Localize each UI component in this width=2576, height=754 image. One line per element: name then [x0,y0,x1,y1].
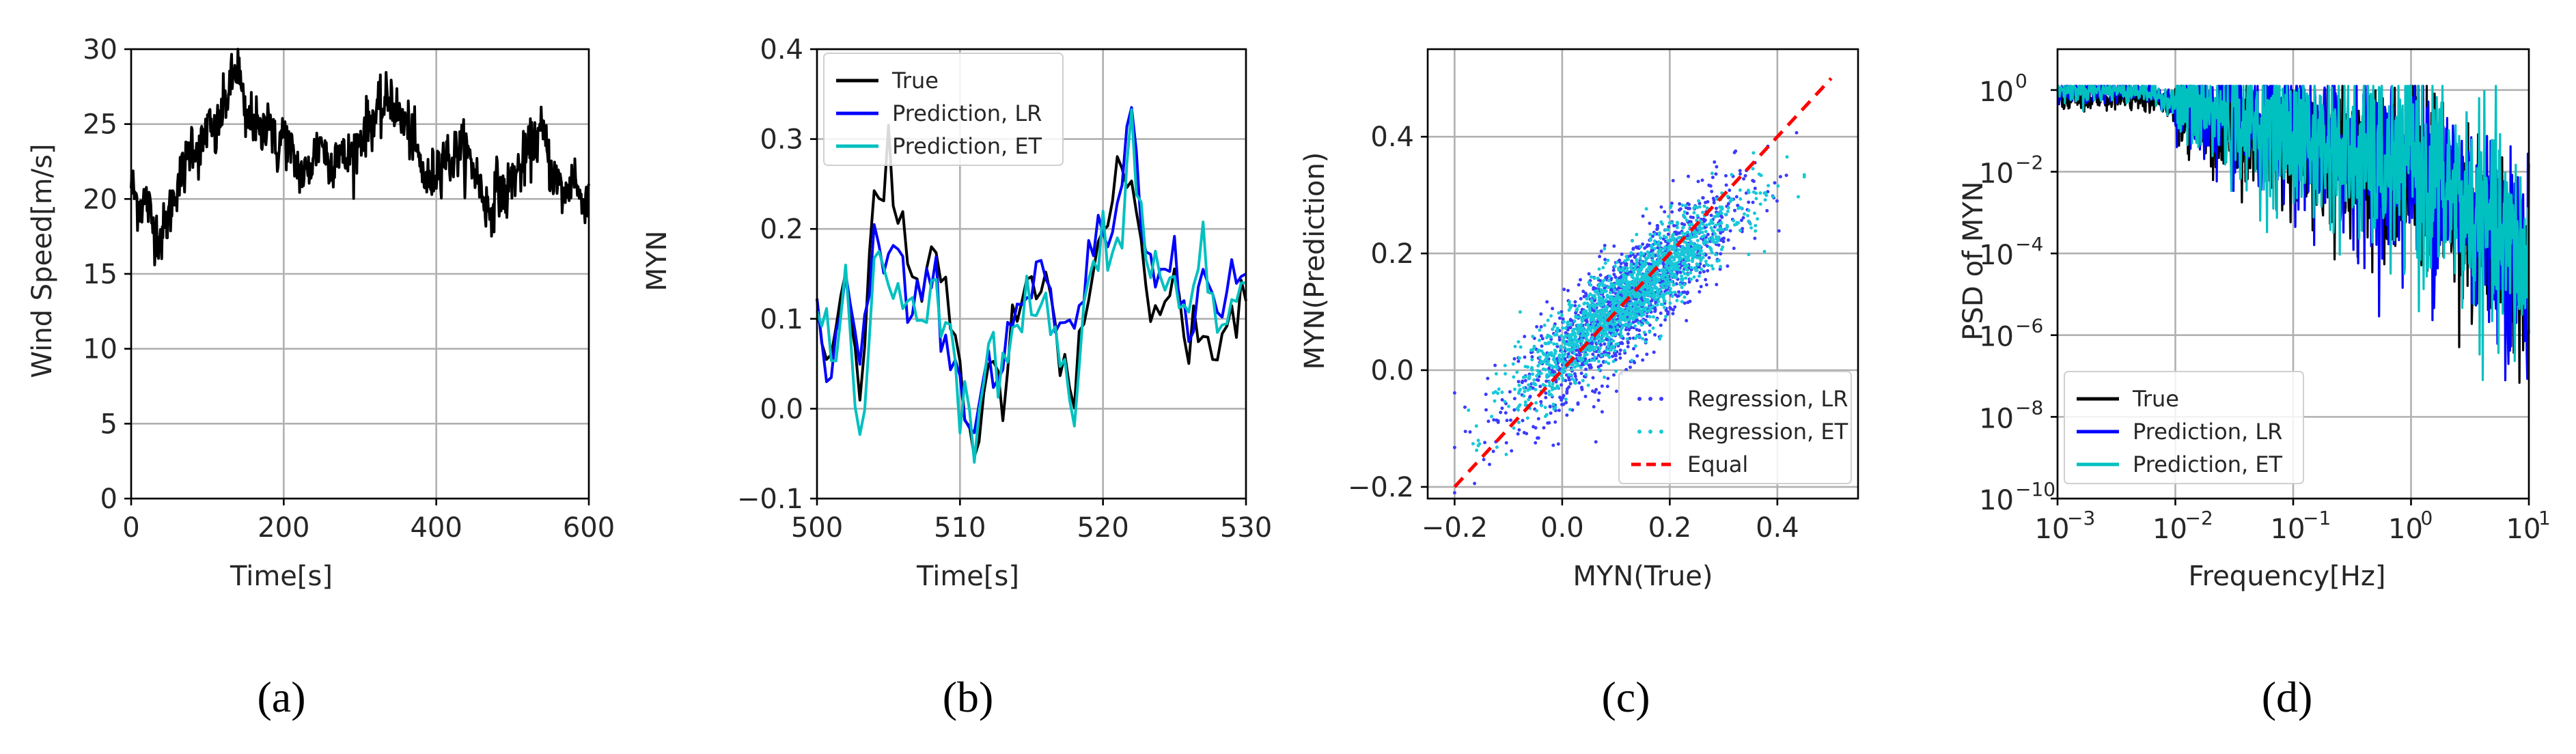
y-tick-label: 10 [83,334,117,365]
y-tick-label: 20 [83,184,117,215]
panel-d-ylabel: PSD of MYN [1958,181,1989,340]
legend-label: Regression, LR [1687,386,1848,412]
plot-frame [130,48,590,500]
panel-a-caption: (a) [257,673,305,721]
x-tick-label: 200 [258,512,309,544]
x-tick-exponent: 0 [2421,507,2433,529]
plot-frame [2056,48,2530,500]
x-tick-exponent: 1 [2538,507,2551,529]
plot-frame [816,48,1247,500]
panel-d-caption-text: (d) [2262,673,2313,721]
x-tick-label: 10 [2035,514,2070,545]
panel-c-ylabel: MYN(Prediction) [1299,152,1331,370]
y-tick-label: 10 [1979,485,2014,516]
legend-label: True [2132,386,2179,412]
y-tick-exponent: 0 [2015,70,2027,92]
x-tick-label: 10 [2271,514,2305,545]
prediction-et-line [816,108,1247,464]
legend-label: Prediction, ET [2133,451,2283,477]
legend-box [2064,371,2304,484]
plot-frame [1426,48,1859,500]
panel-b-ylabel: MYN [641,231,673,292]
panel-a-caption-text: (a) [257,673,305,721]
x-tick-label: 10 [2152,514,2187,545]
y-tick-label: 10 [1979,158,2014,189]
y-tick-exponent: −2 [2015,151,2043,173]
x-tick-label: 520 [1077,512,1128,544]
legend-box [823,53,1064,166]
y-tick-label: 0.2 [1370,238,1414,270]
y-tick-label: 0.4 [760,34,803,66]
y-tick-label: 0.4 [1370,122,1414,153]
x-tick-exponent: −1 [2303,507,2331,529]
y-tick-label: 10 [1979,403,2014,434]
y-tick-label: −0.2 [1348,472,1414,503]
y-tick-label: 30 [83,34,117,66]
panel-a-xlabel: Time[s] [230,561,333,592]
y-tick-label: 10 [1979,240,2014,271]
legend-marker [1637,430,1642,434]
x-tick-exponent: −2 [2185,507,2213,529]
x-tick-label: 0.4 [1756,512,1799,544]
y-tick-label: 0.1 [760,304,803,335]
legend-label: Prediction, ET [892,133,1042,159]
wind-speed-line [130,48,590,266]
legend-marker [1648,397,1652,401]
panel-c-caption: (c) [1601,673,1650,721]
equal-line [1453,77,1833,488]
legend-marker [1659,430,1663,434]
panel-b-xlabel: Time[s] [916,561,1019,592]
x-tick-label: 600 [563,512,615,544]
x-tick-label: 0.2 [1648,512,1692,544]
y-tick-exponent: −10 [2015,478,2055,501]
x-tick-label: 10 [2388,514,2423,545]
y-tick-label: 0.0 [1370,355,1414,387]
y-tick-exponent: −6 [2015,315,2043,337]
y-tick-label: 10 [1979,322,2014,353]
x-tick-label: −0.2 [1422,512,1488,544]
prediction-et-line [2056,85,2530,381]
panel-b: MYN Time[s] (b) 500 510 520 530 −0.1 0.0 0.1 0.… [641,34,1272,721]
legend-label: Prediction, LR [2133,419,2282,445]
panel-c-xlabel: MYN(True) [1573,561,1713,592]
panel-c-caption-text: (c) [1601,673,1650,721]
legend-label: Regression, ET [1687,419,1848,445]
x-tick-label: 500 [791,512,843,544]
panel-d: PSD of MYN Frequency[Hz] (d) 10−3 10−2 10−… [1958,48,2551,721]
panel-b-caption: (b) [943,673,994,721]
x-tick-label: 0 [122,512,139,544]
panel-c: MYN(Prediction) MYN(True) (c) −0.2 0.0 0.2… [1299,48,1859,721]
legend-marker [1648,430,1652,434]
legend-marker [1637,397,1642,401]
y-tick-label: 0.0 [760,393,803,425]
panel-a: Wind Speed[m/s] Time[s] (a) 0 200 400 600 0 5… [27,34,615,721]
legend-marker [1659,397,1663,401]
y-tick-label: 0.2 [760,214,803,245]
y-tick-exponent: −8 [2015,396,2043,419]
y-tick-label: 25 [83,109,117,141]
panel-b-caption-text: (b) [943,673,994,721]
x-tick-label: 530 [1220,512,1272,544]
legend-box [1618,371,1852,484]
x-tick-exponent: −3 [2067,507,2095,529]
x-tick-label: 0.0 [1540,512,1584,544]
y-tick-exponent: −4 [2015,233,2043,255]
y-tick-label: 5 [100,408,117,440]
y-tick-label: 0.3 [760,124,803,156]
legend-label: Prediction, LR [892,100,1042,126]
x-tick-label: 510 [934,512,986,544]
legend-label: True [891,68,939,94]
y-tick-label: 10 [1979,76,2014,108]
x-tick-label: 10 [2506,514,2541,545]
legend-label: Equal [1687,451,1748,477]
panel-d-caption: (d) [2262,673,2313,721]
y-tick-label: 15 [83,259,117,290]
panel-d-xlabel: Frequency[Hz] [2189,561,2386,592]
x-tick-label: 400 [410,512,462,544]
y-tick-label: 0 [100,484,117,515]
prediction-lr-line [816,106,1247,434]
panel-a-ylabel: Wind Speed[m/s] [27,143,58,378]
y-tick-label: −0.1 [737,484,803,515]
